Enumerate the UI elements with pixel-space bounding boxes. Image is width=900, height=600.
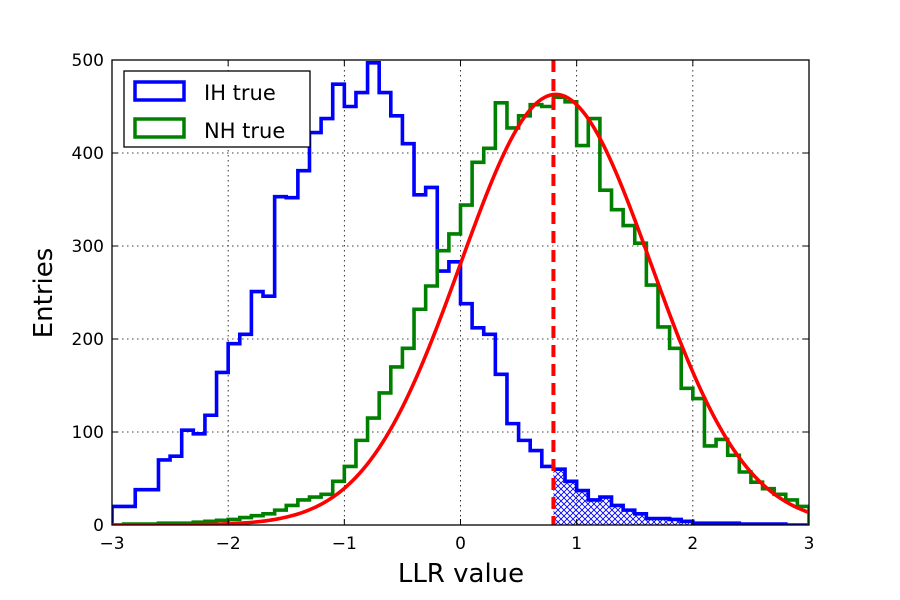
x-tick-label: 0 xyxy=(455,534,466,554)
y-tick-label: 200 xyxy=(72,330,104,350)
y-tick-label: 0 xyxy=(93,516,104,536)
legend: IH true NH true xyxy=(123,70,311,148)
x-tick-label: 2 xyxy=(687,534,698,554)
y-tick-label: 500 xyxy=(72,51,104,71)
legend-swatch-nh xyxy=(133,117,186,139)
shaded-region-ih-tail xyxy=(553,469,809,525)
x-tick-label: −1 xyxy=(332,534,357,554)
series-layer xyxy=(112,60,809,525)
x-tick-label: 3 xyxy=(804,534,815,554)
legend-label-nh: NH true xyxy=(204,119,285,143)
x-tick-label: −2 xyxy=(216,534,241,554)
y-tick-label: 300 xyxy=(72,237,104,257)
grid-lines xyxy=(112,60,809,525)
x-tick-label: 1 xyxy=(571,534,582,554)
x-axis-label: LLR value xyxy=(398,559,524,589)
legend-swatch-ih xyxy=(133,80,186,102)
x-tick-label: −3 xyxy=(99,534,124,554)
legend-label-ih: IH true xyxy=(204,81,276,105)
y-tick-label: 400 xyxy=(72,144,104,164)
y-tick-label: 100 xyxy=(72,423,104,443)
axis-ticks: −3 −2 −1 0 1 2 3 0 100 200 300 400 500 xyxy=(72,51,815,554)
histogram-series-nh-true xyxy=(112,95,809,525)
y-axis-label: Entries xyxy=(29,248,59,339)
